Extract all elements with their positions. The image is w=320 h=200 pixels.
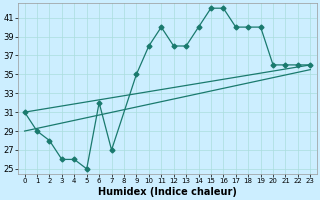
X-axis label: Humidex (Indice chaleur): Humidex (Indice chaleur) bbox=[98, 187, 237, 197]
